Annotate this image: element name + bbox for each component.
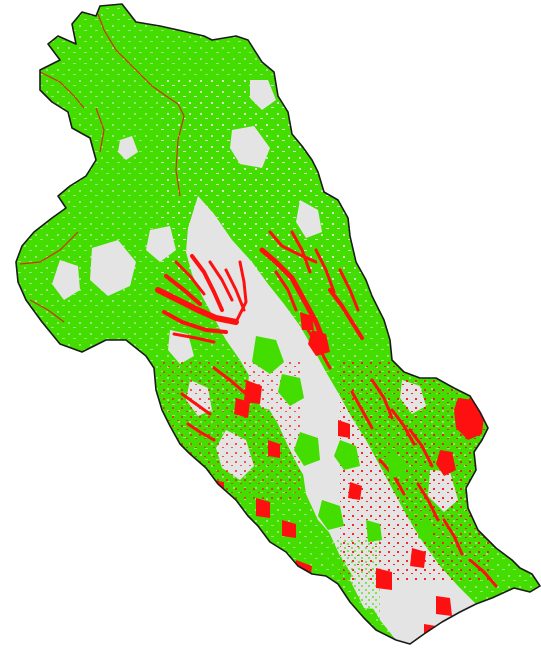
subdivision-lines xyxy=(19,13,185,323)
vegetation-islands-layer xyxy=(252,336,434,542)
